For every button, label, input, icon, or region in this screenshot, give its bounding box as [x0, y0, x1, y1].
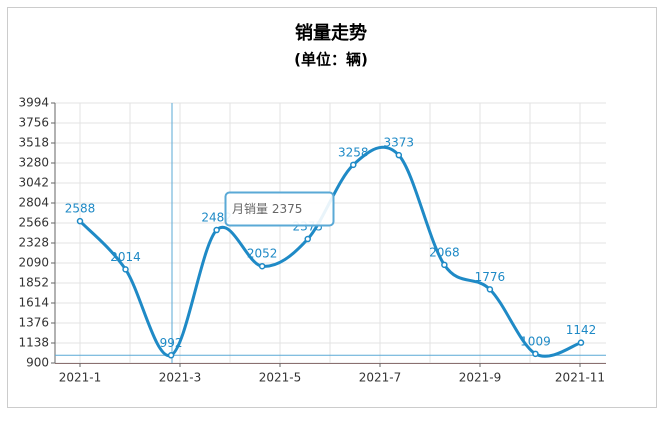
data-label: 2052 — [247, 247, 278, 261]
point — [76, 217, 84, 225]
y-tick-label: 2328 — [18, 236, 49, 250]
point — [395, 151, 403, 159]
tooltip-box — [224, 191, 335, 227]
data-label: 2068 — [429, 245, 460, 259]
point — [167, 352, 175, 359]
point — [577, 339, 585, 346]
x-tick-label: 2021-1 — [59, 371, 102, 385]
data-label: 2014 — [110, 250, 141, 264]
data-label: 1776 — [475, 270, 506, 284]
point — [122, 266, 129, 273]
y-tick-label: 1138 — [18, 336, 49, 350]
data-label: 2588 — [65, 202, 96, 216]
chart-subtitle: (单位：辆) — [294, 51, 368, 69]
point — [486, 286, 494, 293]
point — [304, 235, 311, 243]
y-tick-label: 1376 — [18, 316, 49, 330]
point — [213, 226, 220, 234]
x-tick-label: 2021-11 — [555, 371, 605, 385]
point — [532, 350, 539, 358]
y-tick-label: 3518 — [18, 136, 49, 150]
point — [350, 161, 357, 169]
y-tick-label: 900 — [26, 356, 49, 370]
data-label: 1009 — [520, 334, 551, 348]
y-tick-label: 2566 — [18, 216, 49, 230]
y-tick-label: 3280 — [18, 156, 49, 170]
data-label: 1142 — [566, 323, 597, 337]
x-tick-label: 2021-3 — [159, 371, 202, 385]
tooltip: 月销量 2375 — [224, 191, 335, 227]
x-tick-label: 2021-7 — [359, 371, 402, 385]
y-tick-label: 1852 — [18, 276, 49, 290]
point — [258, 262, 266, 270]
y-tick-label: 3756 — [18, 116, 49, 130]
x-tick-label: 2021-5 — [259, 371, 302, 385]
y-tick-label: 1614 — [18, 296, 49, 310]
chart-title: 销量走势 — [295, 22, 367, 44]
y-tick-label: 2804 — [18, 196, 49, 210]
x-tick-label: 2021-9 — [459, 371, 502, 385]
data-label: 992 — [160, 336, 183, 350]
y-tick-label: 2090 — [18, 256, 49, 270]
tooltip-name: 月销量 — [232, 202, 268, 216]
y-tick-label: 3994 — [18, 96, 49, 110]
data-label: 3258 — [338, 145, 369, 159]
point — [441, 261, 448, 269]
tooltip-value: 2375 — [272, 202, 303, 216]
y-tick-label: 3042 — [18, 176, 49, 190]
data-label: 3373 — [384, 136, 415, 150]
data-label: 2482 — [201, 211, 232, 225]
tooltip-text: 月销量 2375 — [232, 202, 302, 216]
